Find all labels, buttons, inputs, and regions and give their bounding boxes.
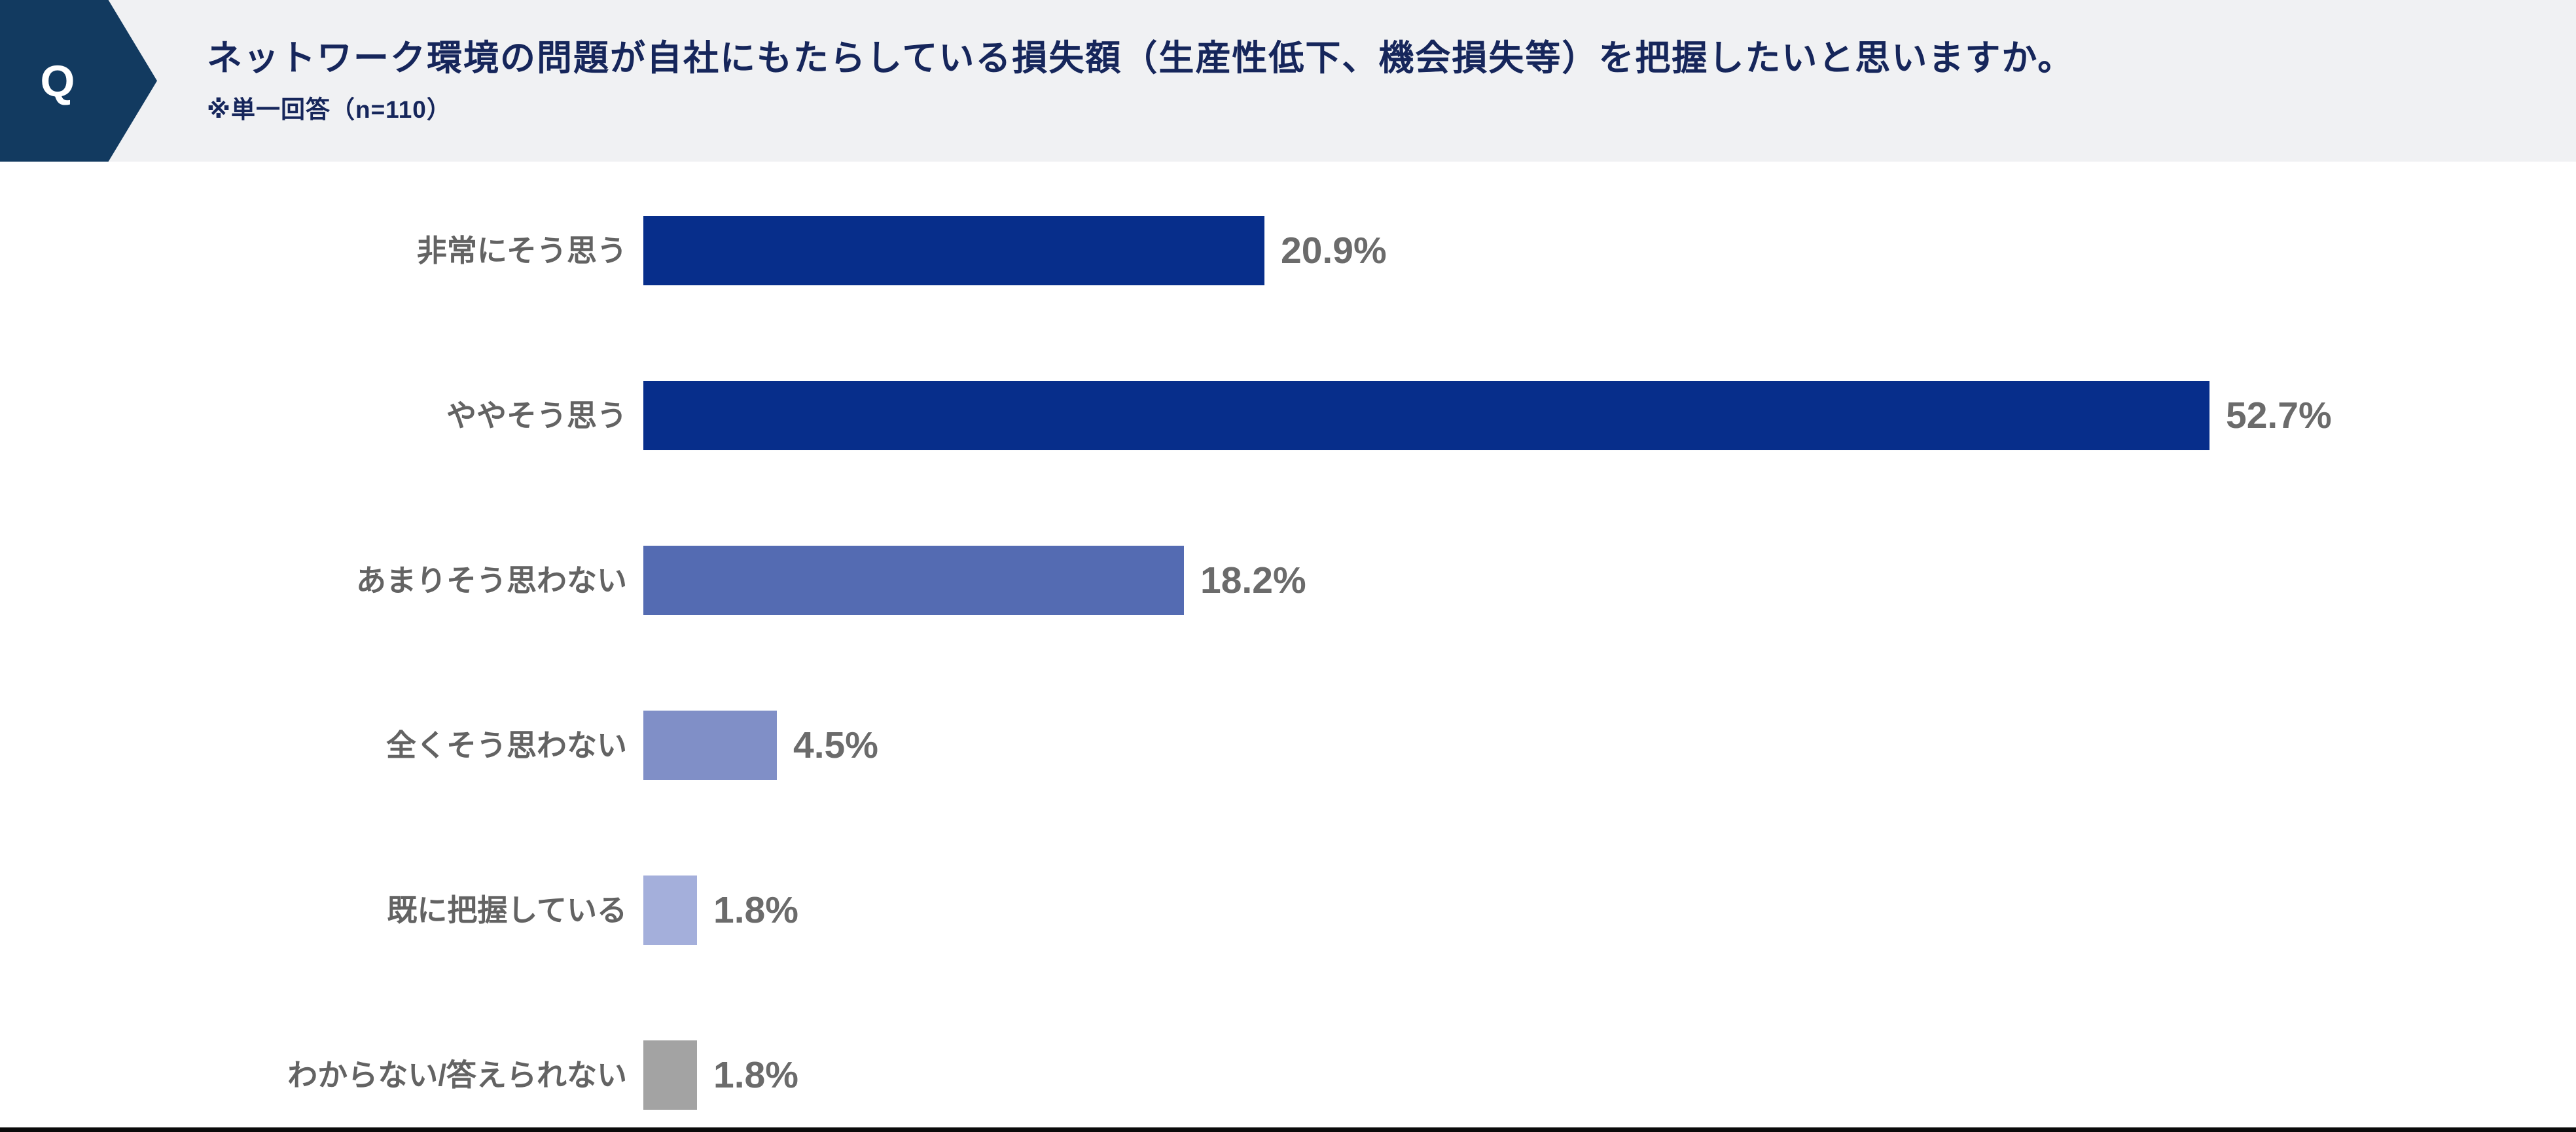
category-label: 非常にそう思う — [416, 234, 627, 268]
question-header: Q ネットワーク環境の問題が自社にもたらしている損失額（生産性低下、機会損失等）… — [0, 0, 2576, 162]
q-badge-label: Q — [40, 56, 75, 106]
category-label: 全くそう思わない — [386, 728, 627, 762]
bar — [643, 546, 1184, 615]
category-label: わからない/答えられない — [287, 1058, 627, 1092]
category-label: ややそう思う — [446, 398, 627, 433]
question-title: ネットワーク環境の問題が自社にもたらしている損失額（生産性低下、機会損失等）を把… — [207, 38, 2075, 78]
value-label: 4.5% — [793, 724, 878, 766]
value-label: 1.8% — [713, 889, 798, 931]
value-label: 52.7% — [2226, 395, 2332, 436]
bar — [643, 711, 777, 780]
bar — [643, 216, 1264, 285]
bar — [643, 381, 2209, 450]
bar — [643, 1040, 697, 1110]
chart-baseline — [0, 1127, 2576, 1132]
category-label: あまりそう思わない — [356, 563, 627, 597]
value-label: 18.2% — [1200, 559, 1306, 601]
question-subtitle: ※単一回答（n=110） — [207, 96, 452, 124]
question-text-block: ネットワーク環境の問題が自社にもたらしている損失額（生産性低下、機会損失等）を把… — [207, 0, 2074, 162]
category-label: 既に把握している — [387, 893, 627, 927]
value-label: 1.8% — [713, 1054, 798, 1096]
value-label: 20.9% — [1281, 230, 1387, 272]
bar — [643, 876, 697, 945]
